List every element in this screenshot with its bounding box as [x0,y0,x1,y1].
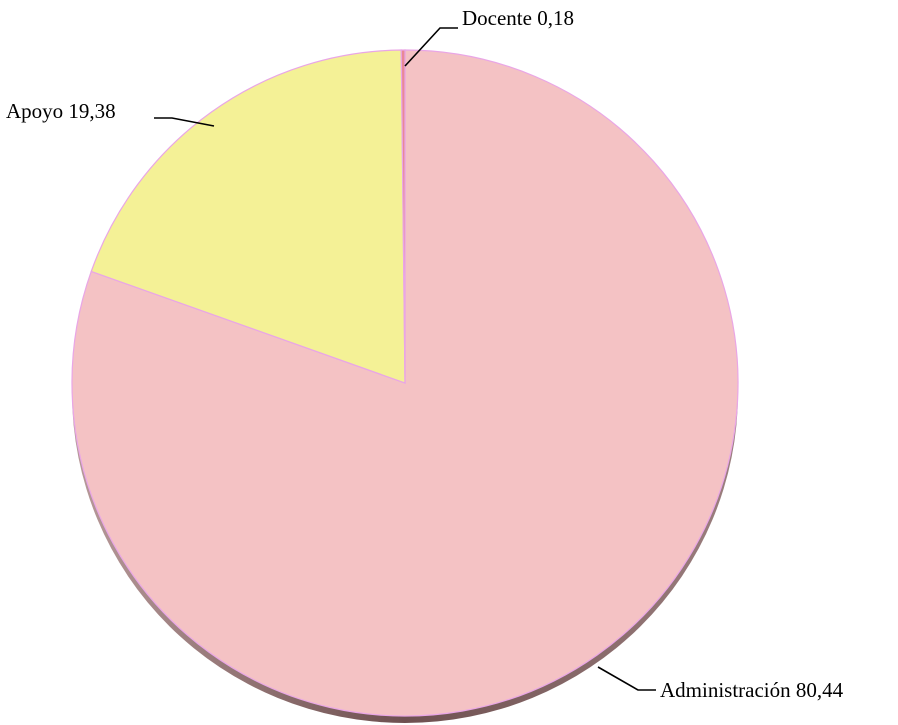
label-docente: Docente 0,18 [404,6,574,67]
slice-label-apoyo: Apoyo 19,38 [6,99,116,123]
leader-line-docente [404,27,458,67]
label-apoyo: Apoyo 19,38 [6,99,215,127]
pie-slice-apoyo [90,49,406,384]
pie-slice-docente [400,49,406,384]
pie-slices [71,49,739,717]
label-administracion: Administración 80,44 [597,666,844,702]
leader-line-administracion [597,666,656,691]
slice-label-administracion: Administración 80,44 [660,678,844,702]
slice-label-docente: Docente 0,18 [462,6,574,30]
leader-line-apoyo [154,117,215,127]
